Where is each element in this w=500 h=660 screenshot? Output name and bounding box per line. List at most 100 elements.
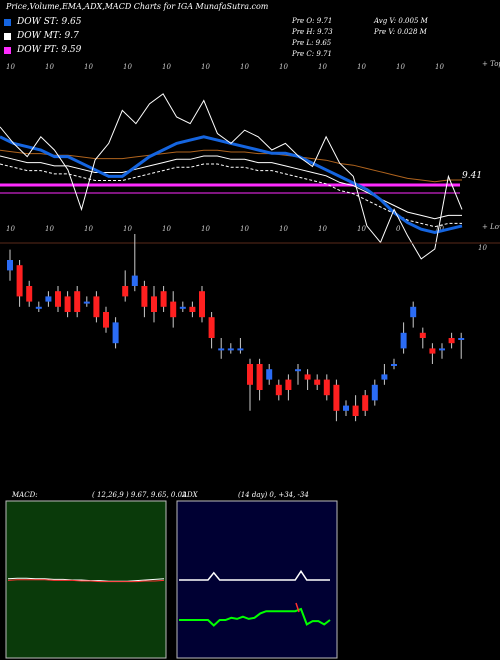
candle	[103, 306, 109, 333]
top-ticks: 10 10 10 10 10 10 10 10 10 10 10 10	[6, 63, 444, 71]
candle	[371, 379, 378, 406]
candle-body	[323, 379, 330, 396]
candle-body	[189, 306, 196, 312]
candle	[352, 395, 359, 422]
bottom-tick-label: 10	[201, 225, 210, 233]
bottom-tick-label: 10	[357, 225, 366, 233]
candle-body	[55, 291, 61, 307]
candle	[122, 270, 129, 302]
stat-low: Pre L: 9.65	[292, 39, 332, 47]
bottom-tick-label: 10	[279, 225, 288, 233]
candle-body	[381, 374, 388, 380]
candle	[391, 358, 397, 370]
top-tick-label: 10	[123, 63, 132, 71]
candle	[55, 286, 61, 312]
candle	[295, 364, 301, 385]
bottom-ticks: 10 10 10 10 10 10 10 10 10 10 0 10	[6, 225, 444, 233]
stat-close: Pre C: 9.71	[292, 50, 332, 58]
candle-body	[247, 364, 253, 385]
candle	[285, 374, 292, 401]
bottom-tick-label: 0	[396, 225, 401, 233]
candle-body	[371, 384, 378, 401]
candle-body	[285, 379, 292, 390]
candle	[35, 301, 42, 312]
candle-body	[343, 405, 349, 411]
candle-body	[227, 348, 234, 351]
candle	[429, 343, 436, 364]
candle-body	[362, 395, 369, 411]
candle-body	[74, 291, 81, 312]
bottom-tick-label: 10	[435, 225, 444, 233]
adx-params: (14 day) 0, +34, -34	[238, 491, 309, 499]
bottom-tick-label: 10	[84, 225, 93, 233]
top-tick-label: 10	[6, 63, 15, 71]
candle-body	[199, 291, 205, 318]
candle-body	[439, 348, 445, 351]
candle	[323, 374, 330, 401]
candle	[170, 291, 177, 328]
candle	[64, 291, 71, 318]
candle-body	[458, 338, 465, 340]
legend-label: DOW MT: 9.7	[17, 31, 79, 41]
macd-line	[7, 577, 165, 582]
candle-body	[7, 260, 13, 271]
candle-body	[141, 286, 148, 307]
stat-prev-volume: Pre V: 0.028 M	[374, 28, 427, 36]
legend-dow-st: DOW ST: 9.65	[4, 17, 82, 27]
top-tick-label: 10	[45, 63, 54, 71]
top-tick-label: 10	[162, 63, 171, 71]
candle	[410, 301, 417, 328]
candle	[7, 249, 13, 281]
candle-body	[64, 296, 71, 312]
candle	[381, 364, 388, 385]
candle	[74, 286, 81, 318]
candle	[45, 291, 52, 307]
bottom-tick-label: 10	[318, 225, 327, 233]
candle	[199, 286, 205, 323]
candle	[83, 296, 90, 307]
stats-volume: Avg V: 0.005 M Pre V: 0.028 M	[374, 16, 428, 38]
candle-body	[314, 379, 321, 385]
candle	[333, 379, 340, 422]
candle	[131, 234, 138, 292]
candle	[141, 280, 148, 318]
top-tick-label: 10	[396, 63, 405, 71]
dow-mt-line	[0, 155, 462, 220]
candle-body	[208, 317, 215, 338]
candle-body	[256, 364, 263, 390]
top-tick-label: 10	[240, 63, 249, 71]
lows-label: + Lows	[482, 223, 500, 231]
macd-signal-line	[7, 579, 165, 583]
candle-body	[170, 301, 177, 318]
legend-swatch-white	[4, 32, 11, 40]
candle	[208, 312, 215, 349]
adx-line	[179, 569, 330, 581]
candle-body	[304, 374, 311, 380]
price-label: 9.41	[462, 171, 482, 181]
candle-body	[35, 306, 42, 309]
candle-body	[131, 275, 138, 286]
candle-body	[45, 296, 52, 302]
candle-body	[218, 348, 225, 351]
candle	[151, 286, 157, 323]
top-tick-label: 10	[84, 63, 93, 71]
candle	[26, 280, 33, 307]
candle-body	[410, 306, 417, 318]
candle-body	[333, 384, 340, 411]
legend-label: DOW PT: 9.59	[17, 45, 82, 55]
candle	[419, 327, 426, 349]
top-tick-label: 10	[201, 63, 210, 71]
candle-body	[151, 296, 157, 312]
candle-price-label: 10	[478, 244, 487, 252]
legend-dow-pt: DOW PT: 9.59	[4, 45, 81, 55]
top-tick-label: 10	[318, 63, 327, 71]
candle	[400, 322, 407, 354]
candle-body	[237, 348, 244, 351]
candle	[189, 301, 196, 318]
candle	[256, 358, 263, 401]
stat-high: Pre H: 9.73	[292, 28, 333, 36]
candle	[93, 291, 100, 323]
legend-dow-mt: DOW MT: 9.7	[4, 31, 79, 41]
candle-body	[160, 291, 167, 307]
bottom-tick-label: 10	[45, 225, 54, 233]
